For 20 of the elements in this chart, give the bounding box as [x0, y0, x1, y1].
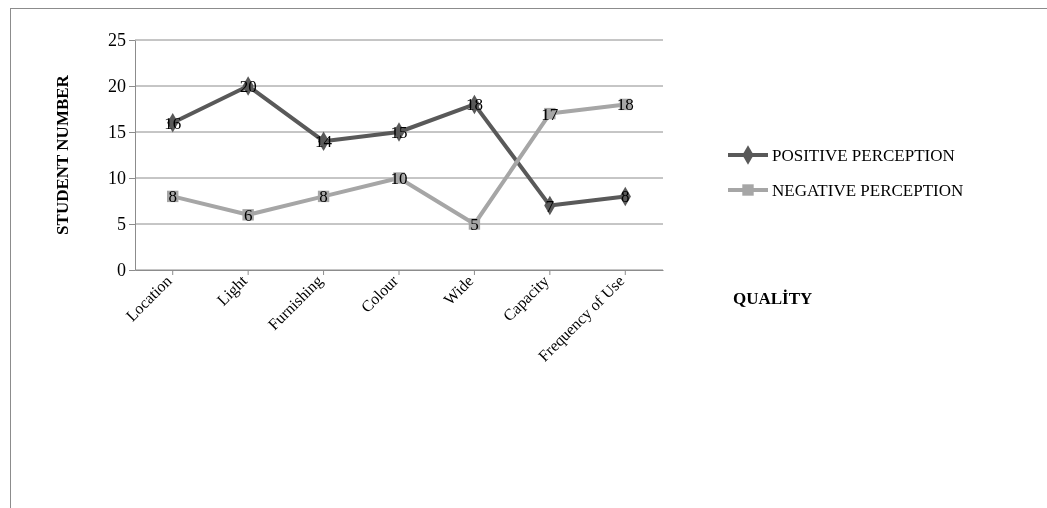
data-label: 10: [390, 168, 408, 188]
y-tick-label: 5: [117, 214, 126, 235]
data-label: 17: [541, 104, 559, 124]
data-label: 6: [243, 205, 253, 225]
y-tick-label: 10: [108, 168, 126, 189]
x-axis-title: QUALİTY: [733, 289, 813, 308]
data-label: 8: [621, 187, 630, 207]
x-tick-label: Wide: [440, 272, 477, 309]
y-axis-title: STUDENT NUMBER: [53, 74, 72, 235]
data-label: 7: [545, 196, 555, 216]
y-tick-label: 0: [117, 260, 126, 281]
data-label: 5: [470, 214, 479, 234]
legend-label: NEGATIVE PERCEPTION: [772, 180, 964, 200]
legend-label: POSITIVE PERCEPTION: [772, 145, 955, 165]
data-label: 8: [168, 187, 177, 207]
data-label: 18: [616, 95, 634, 115]
y-tick-label: 25: [108, 30, 126, 51]
data-label: 8: [319, 187, 328, 207]
y-tick-label: 20: [108, 76, 126, 97]
y-tick-label: 15: [108, 122, 126, 143]
